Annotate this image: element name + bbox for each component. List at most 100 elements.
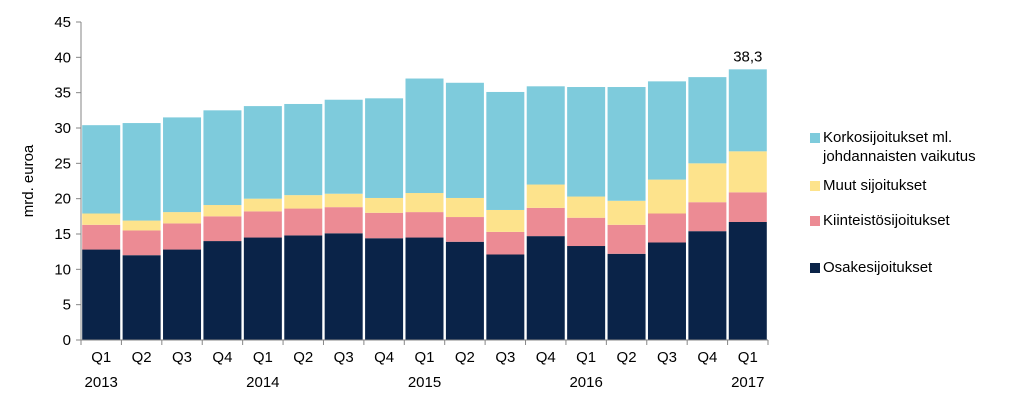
y-tick-label: 10 — [54, 261, 71, 278]
y-tick-label: 35 — [54, 85, 71, 102]
legend-item: Muut sijoitukset — [810, 176, 1020, 195]
x-tick-label: Q2 — [617, 349, 637, 366]
bar-segment-1 — [647, 242, 686, 340]
x-tick-label: Q3 — [172, 349, 192, 366]
bar-segment-4 — [647, 81, 686, 180]
x-tick-label: Q3 — [495, 349, 515, 366]
x-tick-label: Q4 — [536, 349, 556, 366]
bar-segment-1 — [284, 235, 323, 340]
bar-segment-3 — [526, 184, 565, 208]
legend-swatch — [810, 216, 820, 226]
bar-segment-2 — [607, 224, 646, 254]
bar-segment-2 — [486, 231, 525, 255]
bar-segment-1 — [243, 237, 282, 340]
bar-segment-4 — [243, 106, 282, 199]
x-tick-label: Q4 — [212, 349, 232, 366]
bar-segment-1 — [526, 236, 565, 340]
x-year-label: 2013 — [85, 374, 118, 391]
bar-segment-1 — [607, 253, 646, 340]
bar-segment-1 — [324, 233, 363, 340]
x-tick-label: Q2 — [455, 349, 475, 366]
bar-segment-1 — [163, 249, 202, 340]
legend-label: Kiinteistösijoitukset — [823, 212, 950, 229]
legend-label: Korkosijoitukset ml. — [823, 129, 953, 146]
bar-segment-2 — [647, 213, 686, 243]
bar-segment-4 — [405, 78, 444, 194]
y-axis-title: mrd. euroa — [20, 144, 37, 217]
bar-segment-2 — [163, 223, 202, 250]
bar-segment-1 — [365, 238, 404, 340]
legend-swatch — [810, 133, 820, 143]
bar-segment-1 — [203, 241, 242, 340]
bar-segment-2 — [243, 211, 282, 238]
bar-segment-4 — [728, 69, 767, 152]
y-tick-label: 5 — [63, 297, 71, 314]
bar-segment-3 — [688, 163, 727, 203]
bar-segment-2 — [203, 216, 242, 242]
x-year-label: 2014 — [246, 374, 279, 391]
bar-segment-1 — [405, 237, 444, 340]
bar-segment-3 — [243, 198, 282, 212]
legend-item: Kiinteistösijoitukset — [810, 211, 1020, 230]
bar-segment-4 — [203, 110, 242, 206]
y-axis-ticks: 0 5 10 15 20 25 30 35 40 45 — [54, 14, 81, 349]
x-tick-label: Q4 — [374, 349, 394, 366]
bar-segment-4 — [486, 91, 525, 210]
y-tick-label: 20 — [54, 191, 71, 208]
x-tick-label: Q1 — [738, 349, 758, 366]
y-tick-label: 40 — [54, 49, 71, 66]
legend-label: Muut sijoitukset — [823, 177, 927, 194]
y-tick-label: 30 — [54, 120, 71, 137]
bar-segment-3 — [486, 209, 525, 232]
bar-segment-3 — [324, 193, 363, 208]
legend-item: Korkosijoitukset ml. johdannaisten vaikut… — [810, 128, 1020, 166]
x-tick-label: Q3 — [657, 349, 677, 366]
bar-segment-3 — [284, 195, 323, 209]
bar-segment-1 — [122, 255, 161, 340]
x-axis-ticks: Q1 Q2 Q3 Q4 Q1 Q2 Q3 Q4 Q1 Q2 Q3 Q4 Q1 Q2 Q3 Q4 Q1 2013 20… — [80, 340, 769, 391]
y-tick-label: 45 — [54, 14, 71, 31]
bar-segment-2 — [122, 230, 161, 256]
bar-segment-4 — [365, 98, 404, 198]
bars — [82, 69, 767, 340]
data-label-total: 38,3 — [733, 48, 762, 65]
bar-segment-2 — [728, 192, 767, 222]
x-tick-label: Q1 — [576, 349, 596, 366]
bar-segment-3 — [405, 193, 444, 213]
x-year-label: 2017 — [731, 374, 764, 391]
bar-segment-2 — [82, 224, 121, 250]
bar-segment-2 — [324, 207, 363, 234]
bar-segment-3 — [82, 213, 121, 225]
bar-segment-3 — [203, 205, 242, 217]
bar-segment-2 — [688, 202, 727, 232]
x-year-label: 2015 — [408, 374, 441, 391]
x-tick-label: Q2 — [293, 349, 313, 366]
y-tick-label: 15 — [54, 226, 71, 243]
bar-segment-2 — [445, 217, 484, 242]
bar-segment-1 — [82, 249, 121, 340]
bar-segment-4 — [688, 77, 727, 164]
bar-segment-3 — [647, 179, 686, 214]
legend-item: Osakesijoitukset — [810, 258, 1020, 277]
legend: Korkosijoitukset ml. johdannaisten vaikut… — [810, 128, 1020, 277]
legend-label: johdannaisten vaikutus — [823, 148, 976, 165]
bar-segment-1 — [445, 241, 484, 340]
bar-segment-2 — [284, 208, 323, 236]
x-tick-label: Q1 — [253, 349, 273, 366]
bar-segment-3 — [445, 197, 484, 218]
bar-segment-2 — [567, 217, 606, 247]
x-tick-label: Q2 — [132, 349, 152, 366]
legend-swatch — [810, 263, 820, 273]
bar-segment-3 — [365, 197, 404, 213]
bar-segment-4 — [284, 103, 323, 196]
y-tick-label: 0 — [63, 332, 71, 349]
bar-segment-4 — [526, 86, 565, 185]
data-labels: 38,3 — [733, 48, 762, 65]
bar-segment-2 — [365, 212, 404, 239]
bar-segment-4 — [122, 123, 161, 221]
x-tick-label: Q4 — [697, 349, 717, 366]
bar-segment-4 — [445, 82, 484, 198]
bar-segment-1 — [567, 246, 606, 340]
bar-segment-2 — [405, 212, 444, 238]
bar-segment-1 — [486, 254, 525, 340]
